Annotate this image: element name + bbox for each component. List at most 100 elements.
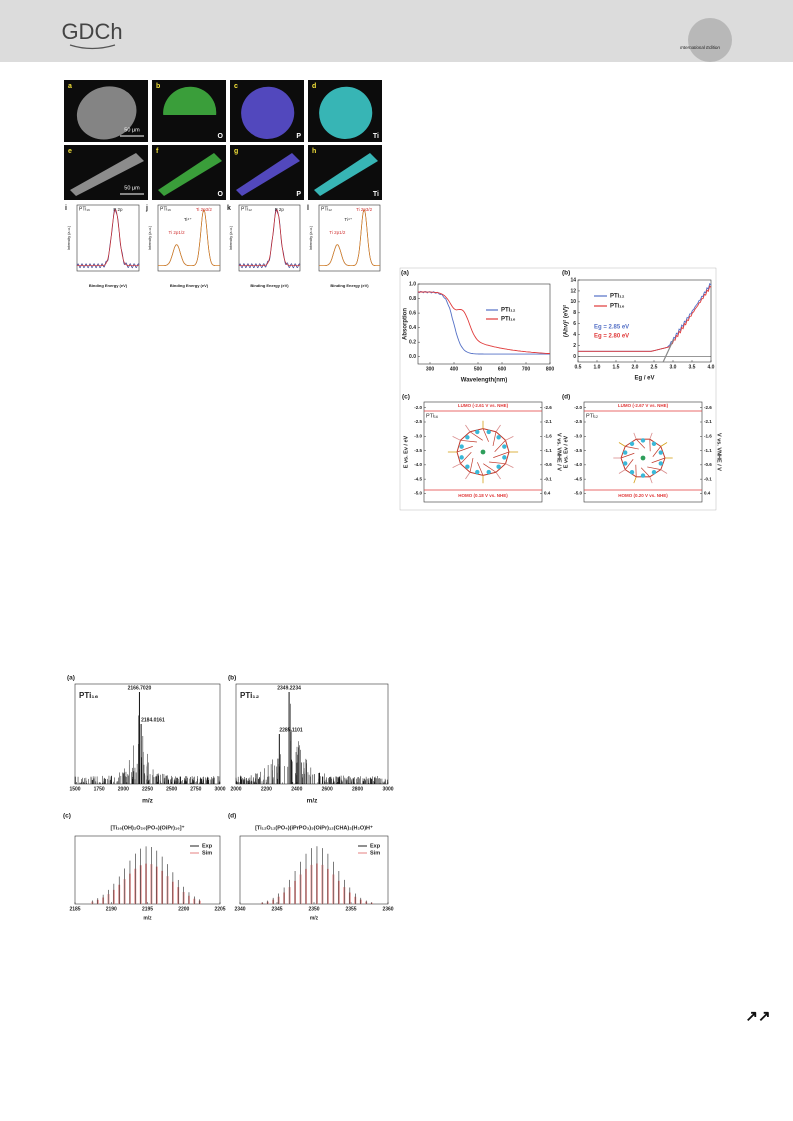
- ligand: [660, 469, 668, 474]
- x-tick-label: 2190: [106, 906, 117, 912]
- peak-label: Ti 2p1/2: [329, 230, 346, 235]
- plot-frame: [577, 279, 712, 363]
- y2-tick-label: -2.1: [544, 419, 552, 424]
- ligand: [452, 436, 461, 441]
- band-gap: Eg = 2.85 eV: [594, 325, 629, 331]
- homo-label: HOMO (0.20 V vs. NHE): [618, 493, 668, 498]
- y-tick-label: 10: [570, 299, 576, 305]
- bond: [456, 451, 461, 464]
- peak-label: P 2p: [275, 207, 285, 212]
- y-tick-label: -4.0: [414, 462, 422, 467]
- plot-frame: [238, 204, 301, 272]
- x-tick-label: 2350: [308, 906, 319, 912]
- panel-letter: (b): [562, 270, 570, 277]
- ligand: [465, 472, 471, 480]
- peak-label: 2349.2234: [277, 685, 301, 691]
- x-tick-label: 700: [522, 366, 531, 372]
- peak-label: 2166.7020: [128, 685, 152, 691]
- peak-label: Ti 2p3/2: [196, 207, 213, 212]
- bond: [460, 431, 471, 441]
- spectrum: [74, 715, 220, 784]
- atom: [623, 450, 628, 455]
- x-tick-label: 3.5: [689, 364, 696, 370]
- crystal-map: [70, 153, 144, 196]
- figure-frame: [399, 267, 717, 511]
- y-tick-label: 0.2: [409, 340, 416, 346]
- y-tick-label: 8: [573, 310, 576, 316]
- panel-letter: b: [156, 83, 160, 90]
- x-tick-label: 2400: [291, 786, 302, 792]
- atom: [459, 455, 464, 460]
- bond: [492, 431, 497, 446]
- legend-label: PTi₁₂: [501, 308, 516, 314]
- x-tick-label: 2355: [345, 906, 356, 912]
- ligand: [495, 472, 501, 480]
- atom: [640, 455, 646, 461]
- x-tick-label: 2205: [214, 906, 225, 912]
- legend-label: Exp: [202, 843, 213, 849]
- bond: [493, 451, 510, 458]
- y2-tick-label: -0.1: [544, 476, 552, 481]
- sample-label: PTi₁₂: [240, 691, 260, 700]
- y-tick-label: -2.0: [574, 405, 582, 410]
- atom: [465, 464, 470, 469]
- y-tick-label: 1.0: [409, 281, 416, 287]
- y2-tick-label: -0.6: [544, 462, 552, 467]
- crystal-map: [158, 153, 222, 196]
- homo-label: HOMO (0.18 V vs. NHE): [458, 493, 508, 498]
- crystal-map: [236, 153, 300, 196]
- peak-label: Ti⁴⁺: [184, 217, 193, 222]
- bond: [483, 463, 497, 473]
- bond: [505, 440, 510, 453]
- x-tick-label: 3000: [382, 786, 393, 792]
- plot-frame: [239, 835, 389, 905]
- xps-fit: [239, 209, 300, 267]
- x-tick-label: 4.0: [708, 364, 715, 370]
- atom: [640, 473, 646, 478]
- scale-bar-label: 50 μm: [124, 185, 140, 191]
- y2-tick-label: -1.6: [544, 433, 552, 438]
- atom: [651, 441, 657, 446]
- peak-label: Ti⁴⁺: [344, 217, 353, 222]
- legend-label: Sim: [370, 850, 380, 856]
- x-tick-label: 2200: [178, 906, 189, 912]
- isotope-pattern: [91, 846, 201, 904]
- sample-label: PTi₁₂: [241, 206, 252, 212]
- y2-tick-label: -1.1: [544, 448, 552, 453]
- panel-letter: d: [312, 83, 316, 90]
- lumo-label: LUMO (-2.67 V vs. NHE): [618, 403, 669, 408]
- bond: [620, 452, 635, 459]
- x-tick-label: 3000: [214, 786, 225, 792]
- crystal-map: [314, 153, 378, 196]
- y-axis-title: E vs. Ev / eV: [563, 435, 569, 468]
- isotope-pattern: [261, 846, 373, 904]
- atom: [502, 455, 507, 460]
- panel-letter: h: [312, 148, 316, 155]
- x-tick-label: 800: [546, 366, 555, 372]
- x-axis-title: Binding Energy (eV): [170, 283, 209, 288]
- legend-label: Exp: [370, 843, 381, 849]
- x-axis-title: Binding Energy (eV): [89, 283, 128, 288]
- panel-letter: (d): [228, 813, 236, 820]
- y-tick-label: 14: [570, 277, 576, 283]
- x-axis-title: m/z: [307, 798, 319, 805]
- x-axis-title: m/z: [143, 915, 152, 921]
- bond: [505, 451, 510, 464]
- x-axis-title: m/z: [142, 798, 154, 805]
- cluster-structure: [613, 432, 673, 484]
- x-tick-label: 2340: [234, 906, 245, 912]
- y-tick-label: 0.6: [409, 310, 416, 316]
- ligand: [452, 463, 461, 468]
- y-tick-label: -2.0: [414, 405, 422, 410]
- bond: [489, 461, 506, 465]
- legend-label: PTi₁₂: [610, 294, 625, 300]
- panel-letter: j: [145, 205, 148, 212]
- xps-fit: [158, 208, 220, 267]
- element-label: P: [296, 191, 301, 198]
- x-tick-label: 2000: [118, 786, 129, 792]
- legend-label: PTi₁₆: [610, 304, 625, 310]
- bond: [460, 452, 472, 464]
- x-axis-title: Binding Energy (eV): [330, 283, 369, 288]
- peak-label: 2285.1101: [279, 727, 303, 733]
